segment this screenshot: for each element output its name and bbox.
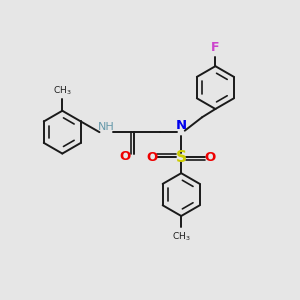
Text: F: F (211, 41, 220, 54)
Text: S: S (176, 150, 187, 165)
Text: CH$_3$: CH$_3$ (53, 85, 72, 97)
Text: CH$_3$: CH$_3$ (172, 230, 190, 243)
Text: O: O (204, 151, 216, 164)
Text: O: O (120, 150, 131, 163)
Text: O: O (147, 151, 158, 164)
Text: NH: NH (98, 122, 114, 132)
Text: N: N (176, 118, 187, 132)
